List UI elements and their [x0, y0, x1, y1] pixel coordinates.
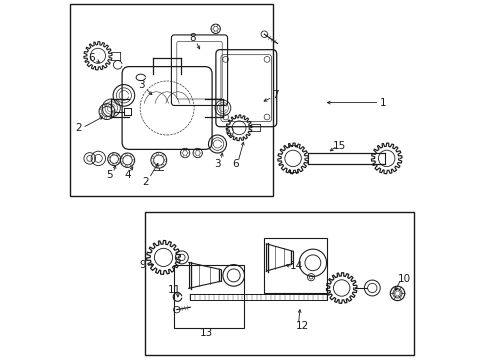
Text: 3: 3 [138, 80, 145, 90]
Text: 7: 7 [271, 90, 278, 100]
Text: 10: 10 [397, 274, 410, 284]
Bar [145, 212, 413, 355]
Bar [264, 238, 326, 293]
Text: 9: 9 [140, 260, 146, 270]
Text: 6: 6 [88, 53, 95, 63]
Text: 12: 12 [295, 321, 308, 331]
Text: 5: 5 [106, 170, 113, 180]
Bar [70, 4, 273, 196]
Text: 1: 1 [379, 98, 386, 108]
Text: 11: 11 [167, 285, 181, 295]
Text: 6: 6 [232, 159, 238, 169]
Text: 13: 13 [200, 328, 213, 338]
Text: 8: 8 [188, 33, 195, 43]
Text: 14: 14 [289, 261, 303, 271]
Text: 2: 2 [142, 177, 148, 187]
Bar [174, 265, 244, 328]
Text: 4: 4 [124, 170, 131, 180]
Text: 15: 15 [333, 141, 346, 151]
Text: 2: 2 [75, 123, 81, 133]
Text: 3: 3 [214, 159, 221, 169]
